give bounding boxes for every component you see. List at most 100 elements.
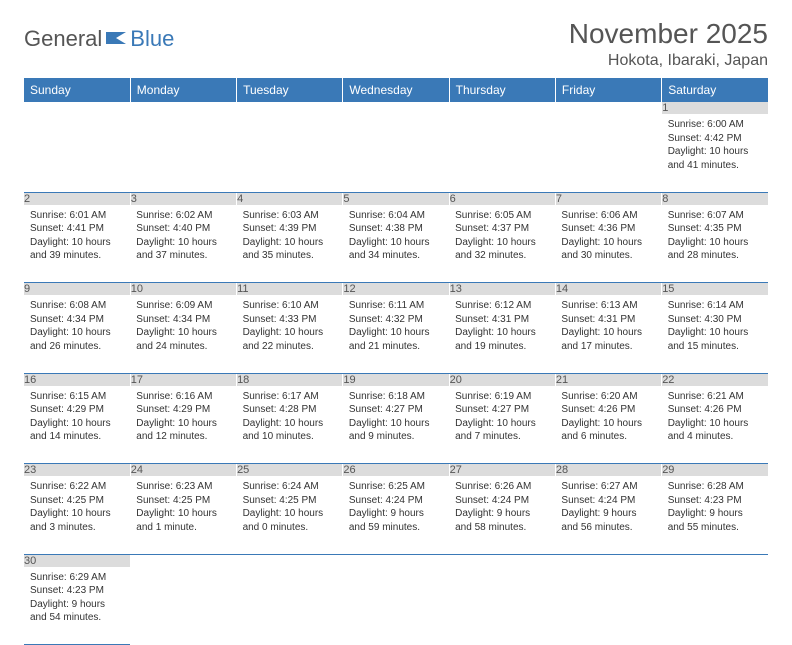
daylight-text: Daylight: 10 hours and 21 minutes. [349,326,443,353]
sunset-text: Sunset: 4:27 PM [349,403,443,417]
daylight-text: Daylight: 10 hours and 14 minutes. [30,417,124,444]
daylight-text: Daylight: 10 hours and 28 minutes. [668,236,762,263]
weekday-header: Wednesday [343,78,449,102]
sunrise-text: Sunrise: 6:09 AM [136,299,230,313]
day-number: 9 [24,283,130,296]
daylight-text: Daylight: 10 hours and 39 minutes. [30,236,124,263]
title-block: November 2025 Hokota, Ibaraki, Japan [569,18,768,70]
sunrise-text: Sunrise: 6:12 AM [455,299,549,313]
day-number: 2 [24,192,130,205]
day-cell: Sunrise: 6:05 AMSunset: 4:37 PMDaylight:… [449,205,555,283]
location: Hokota, Ibaraki, Japan [569,52,768,70]
sunrise-text: Sunrise: 6:05 AM [455,209,549,223]
daylight-text: Daylight: 10 hours and 15 minutes. [668,326,762,353]
sunrise-text: Sunrise: 6:19 AM [455,390,549,404]
week-body-row: Sunrise: 6:00 AMSunset: 4:42 PMDaylight:… [24,114,768,192]
sunrise-text: Sunrise: 6:03 AM [243,209,337,223]
day-cell: Sunrise: 6:13 AMSunset: 4:31 PMDaylight:… [555,295,661,373]
day-cell [237,567,343,645]
weekday-header: Sunday [24,78,130,102]
sunrise-text: Sunrise: 6:14 AM [668,299,762,313]
day-number: 18 [237,373,343,386]
week-body-row: Sunrise: 6:29 AMSunset: 4:23 PMDaylight:… [24,567,768,645]
sunrise-text: Sunrise: 6:11 AM [349,299,443,313]
day-cell: Sunrise: 6:01 AMSunset: 4:41 PMDaylight:… [24,205,130,283]
sunset-text: Sunset: 4:37 PM [455,222,549,236]
sunset-text: Sunset: 4:40 PM [136,222,230,236]
daylight-text: Daylight: 10 hours and 22 minutes. [243,326,337,353]
day-number: 20 [449,373,555,386]
day-number [24,102,130,114]
day-cell: Sunrise: 6:25 AMSunset: 4:24 PMDaylight:… [343,476,449,554]
day-cell: Sunrise: 6:03 AMSunset: 4:39 PMDaylight:… [237,205,343,283]
sunrise-text: Sunrise: 6:17 AM [243,390,337,404]
sunset-text: Sunset: 4:33 PM [243,313,337,327]
sunset-text: Sunset: 4:31 PM [455,313,549,327]
day-cell: Sunrise: 6:22 AMSunset: 4:25 PMDaylight:… [24,476,130,554]
day-number [130,554,236,567]
day-cell: Sunrise: 6:27 AMSunset: 4:24 PMDaylight:… [555,476,661,554]
sunset-text: Sunset: 4:26 PM [561,403,655,417]
day-cell: Sunrise: 6:08 AMSunset: 4:34 PMDaylight:… [24,295,130,373]
sunset-text: Sunset: 4:35 PM [668,222,762,236]
day-number: 3 [130,192,236,205]
sunrise-text: Sunrise: 6:28 AM [668,480,762,494]
sunset-text: Sunset: 4:29 PM [136,403,230,417]
day-number: 16 [24,373,130,386]
sunrise-text: Sunrise: 6:18 AM [349,390,443,404]
daylight-text: Daylight: 10 hours and 35 minutes. [243,236,337,263]
day-number: 29 [662,464,768,477]
sunrise-text: Sunrise: 6:23 AM [136,480,230,494]
weekday-header: Monday [130,78,236,102]
sunset-text: Sunset: 4:34 PM [136,313,230,327]
sunrise-text: Sunrise: 6:15 AM [30,390,124,404]
logo-text-a: General [24,26,102,52]
daylight-text: Daylight: 10 hours and 0 minutes. [243,507,337,534]
weekday-header: Saturday [662,78,768,102]
sunrise-text: Sunrise: 6:04 AM [349,209,443,223]
day-cell: Sunrise: 6:23 AMSunset: 4:25 PMDaylight:… [130,476,236,554]
sunset-text: Sunset: 4:25 PM [30,494,124,508]
day-number [449,102,555,114]
sunset-text: Sunset: 4:25 PM [136,494,230,508]
sunset-text: Sunset: 4:24 PM [455,494,549,508]
day-cell: Sunrise: 6:00 AMSunset: 4:42 PMDaylight:… [662,114,768,192]
day-number [555,102,661,114]
daylight-text: Daylight: 10 hours and 10 minutes. [243,417,337,444]
day-cell [130,567,236,645]
day-cell: Sunrise: 6:07 AMSunset: 4:35 PMDaylight:… [662,205,768,283]
day-cell: Sunrise: 6:28 AMSunset: 4:23 PMDaylight:… [662,476,768,554]
day-cell: Sunrise: 6:10 AMSunset: 4:33 PMDaylight:… [237,295,343,373]
sunrise-text: Sunrise: 6:20 AM [561,390,655,404]
daylight-text: Daylight: 10 hours and 9 minutes. [349,417,443,444]
day-cell [662,567,768,645]
day-number [130,102,236,114]
weekday-header: Friday [555,78,661,102]
sunset-text: Sunset: 4:34 PM [30,313,124,327]
sunset-text: Sunset: 4:24 PM [349,494,443,508]
sunset-text: Sunset: 4:23 PM [668,494,762,508]
day-cell: Sunrise: 6:02 AMSunset: 4:40 PMDaylight:… [130,205,236,283]
sunrise-text: Sunrise: 6:13 AM [561,299,655,313]
daylight-text: Daylight: 9 hours and 56 minutes. [561,507,655,534]
daylight-text: Daylight: 10 hours and 4 minutes. [668,417,762,444]
day-cell [130,114,236,192]
month-title: November 2025 [569,18,768,50]
day-cell: Sunrise: 6:18 AMSunset: 4:27 PMDaylight:… [343,386,449,464]
sunset-text: Sunset: 4:42 PM [668,132,762,146]
day-number: 22 [662,373,768,386]
sunrise-text: Sunrise: 6:10 AM [243,299,337,313]
day-cell [24,114,130,192]
sunrise-text: Sunrise: 6:25 AM [349,480,443,494]
day-number: 27 [449,464,555,477]
calendar-table: Sunday Monday Tuesday Wednesday Thursday… [24,78,768,645]
day-cell [343,567,449,645]
day-number: 26 [343,464,449,477]
weekday-header-row: Sunday Monday Tuesday Wednesday Thursday… [24,78,768,102]
sunset-text: Sunset: 4:29 PM [30,403,124,417]
day-number [343,102,449,114]
daylight-text: Daylight: 10 hours and 12 minutes. [136,417,230,444]
day-number [237,102,343,114]
sunrise-text: Sunrise: 6:07 AM [668,209,762,223]
sunrise-text: Sunrise: 6:06 AM [561,209,655,223]
